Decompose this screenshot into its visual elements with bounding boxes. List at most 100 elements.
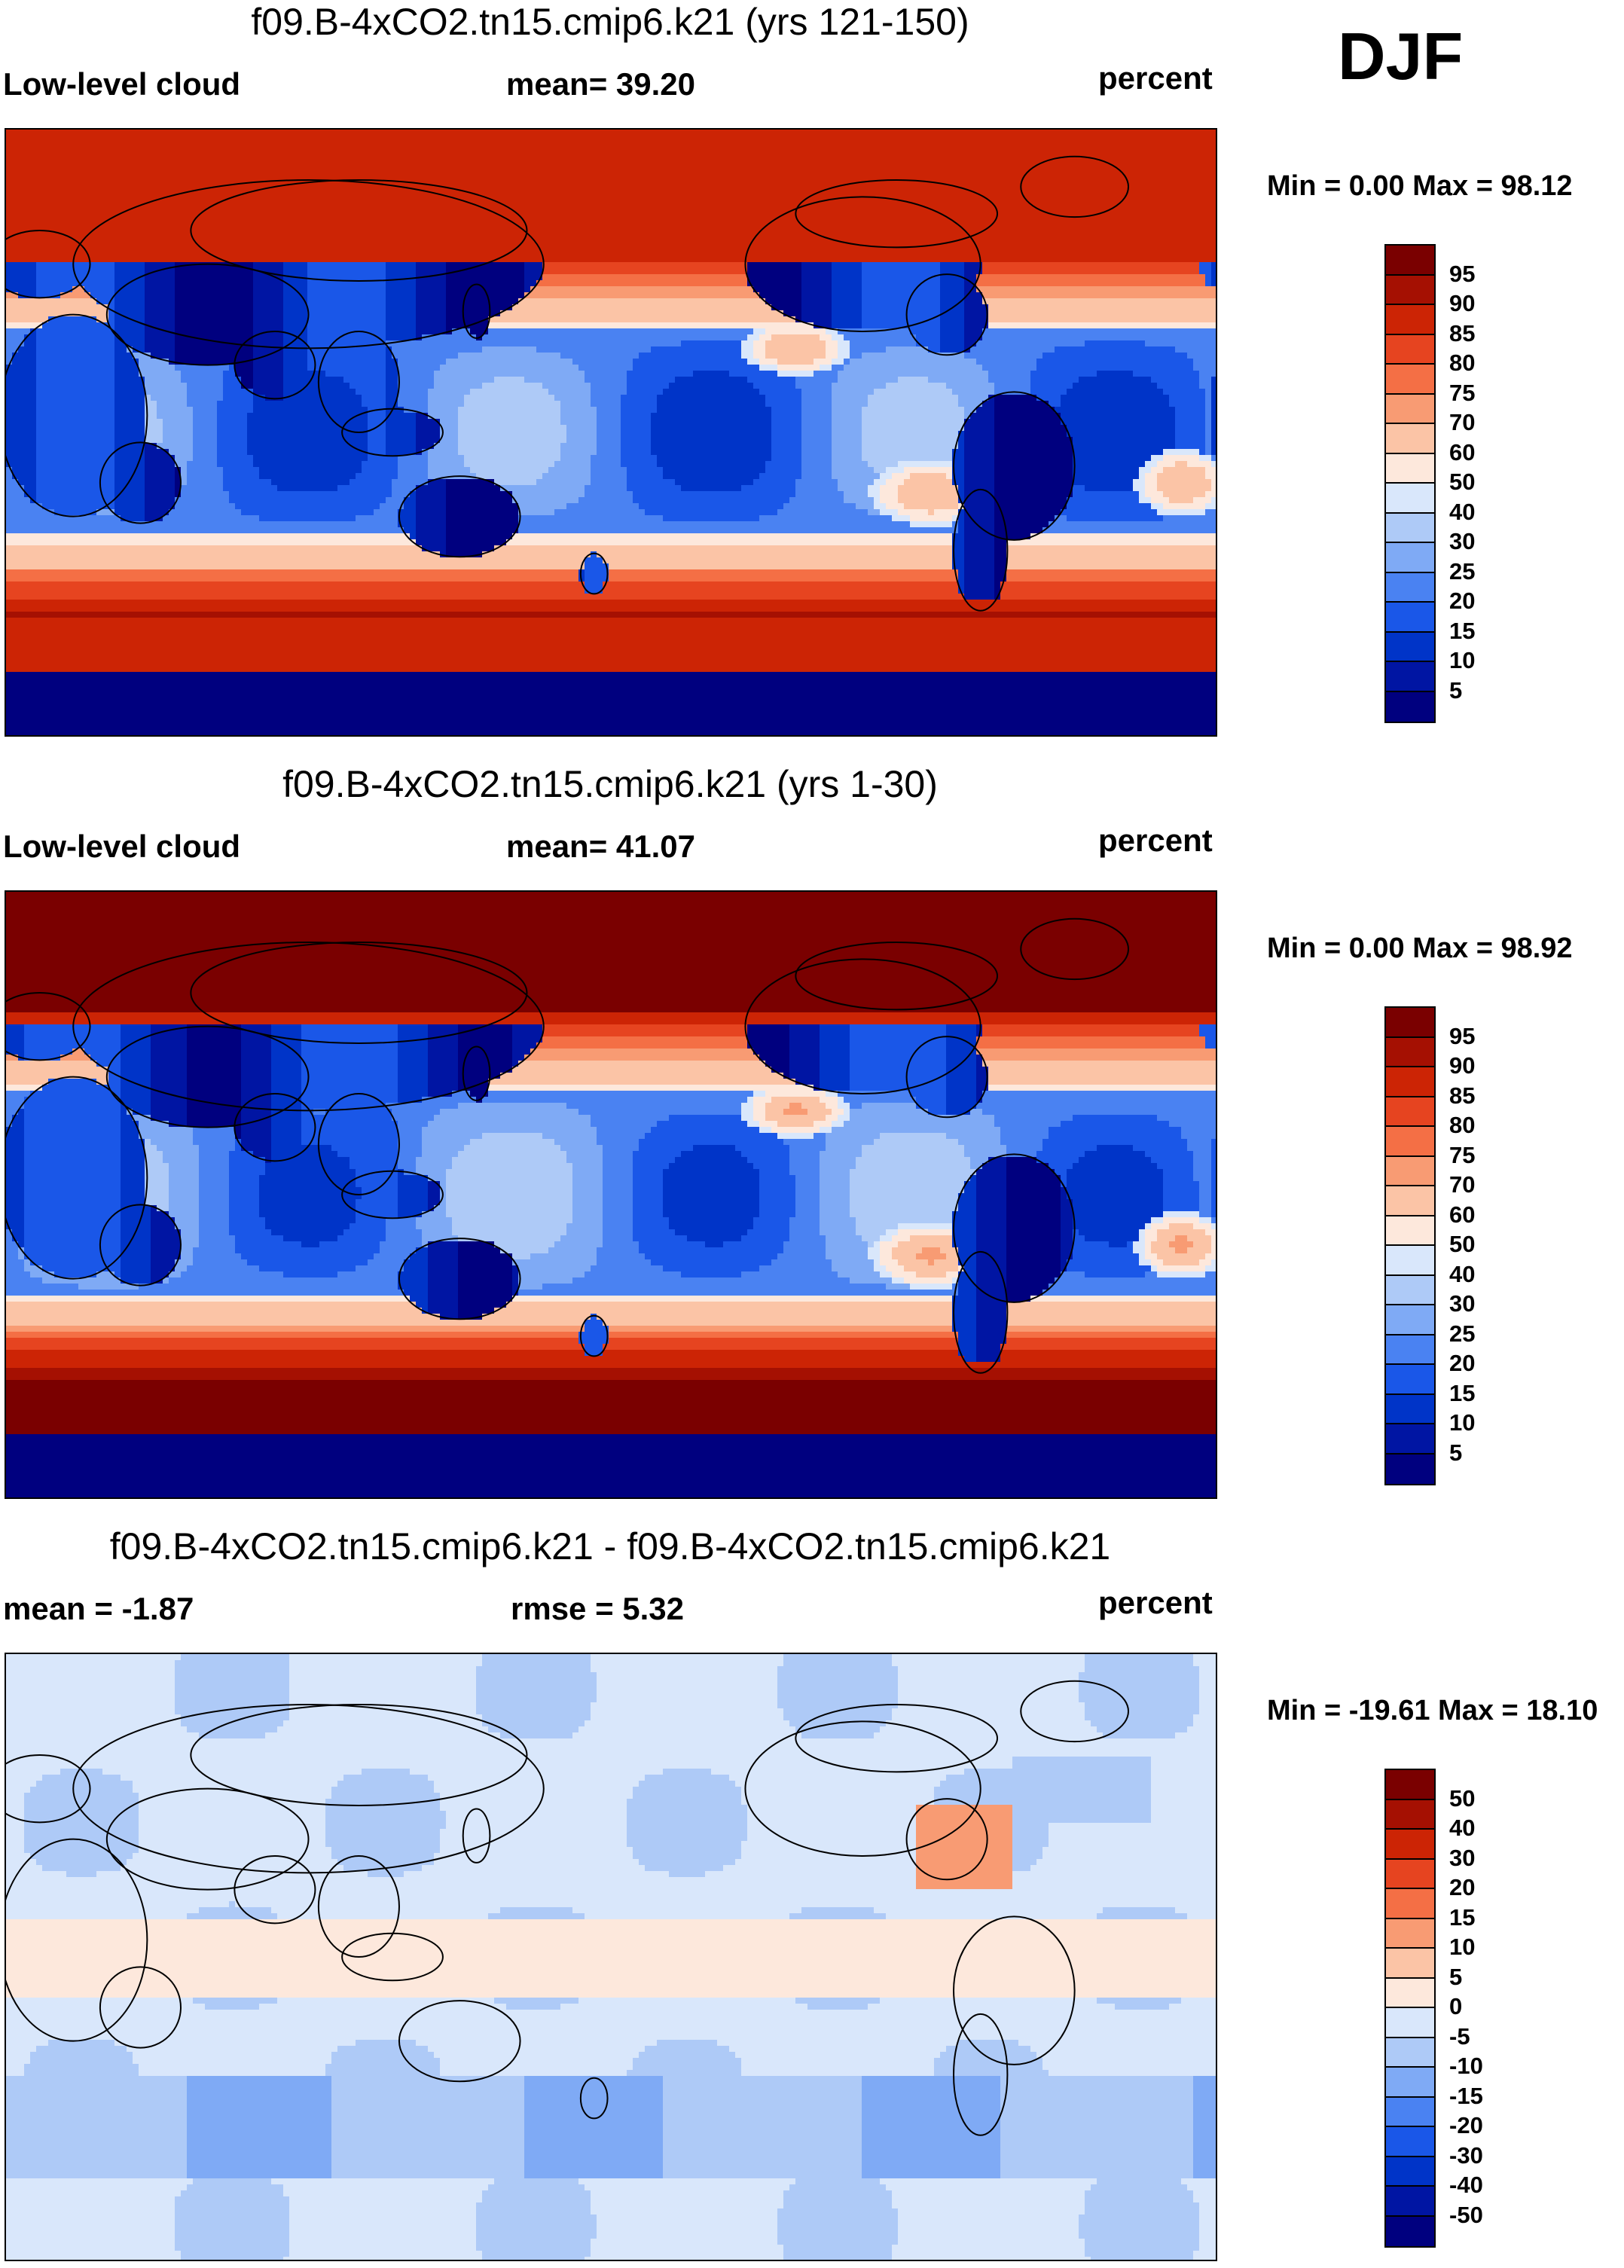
colorbar-level-label: 50 xyxy=(1449,1231,1475,1258)
colorbar-swatch xyxy=(1386,1305,1434,1335)
colorbar-level-label: 50 xyxy=(1449,1785,1475,1812)
colorbar-level-label: -30 xyxy=(1449,2142,1483,2169)
colorbar-swatch xyxy=(1386,1067,1434,1097)
colorbar-level-label: 85 xyxy=(1449,1082,1475,1110)
colorbar-level-label: -50 xyxy=(1449,2202,1483,2229)
colorbar-level-label: 25 xyxy=(1449,1320,1475,1348)
colorbar-swatch xyxy=(1386,543,1434,573)
colorbar-level-label: -20 xyxy=(1449,2112,1483,2139)
colorbar-level-label: 20 xyxy=(1449,1350,1475,1377)
panel-3-units-label: percent xyxy=(1098,1585,1213,1621)
panel-3-mean-label: mean = -1.87 xyxy=(3,1591,194,1627)
colorbar-swatch xyxy=(1386,1216,1434,1247)
colorbar-level-label: 75 xyxy=(1449,1142,1475,1169)
colorbar-swatch xyxy=(1386,1800,1434,1830)
colorbar-boxes xyxy=(1384,1769,1436,2248)
colorbar-level-label: 10 xyxy=(1449,1409,1475,1436)
colorbar-swatch xyxy=(1386,1097,1434,1128)
colorbar-swatch xyxy=(1386,1830,1434,1860)
panel-1-map xyxy=(5,128,1217,737)
colorbar-swatch xyxy=(1386,276,1434,306)
colorbar-swatch xyxy=(1386,633,1434,663)
colorbar-swatch xyxy=(1386,1157,1434,1187)
colorbar-swatch xyxy=(1386,2068,1434,2098)
colorbar-level-label: 60 xyxy=(1449,439,1475,466)
colorbar-level-label: 30 xyxy=(1449,1290,1475,1317)
colorbar-swatch xyxy=(1386,484,1434,514)
colorbar-level-label: 60 xyxy=(1449,1201,1475,1229)
panel-2-colorbar: 95 90 85 80 75 70 60 50 40 30 25 20 15 10 5 xyxy=(1384,1006,1436,1488)
colorbar-level-label: 70 xyxy=(1449,1171,1475,1198)
panel-2-variable-label: Low-level cloud xyxy=(3,829,240,865)
colorbar-swatch xyxy=(1386,1455,1434,1485)
colorbar-swatch xyxy=(1386,1770,1434,1800)
colorbar-level-label: 70 xyxy=(1449,409,1475,436)
colorbar-level-label: 75 xyxy=(1449,380,1475,407)
panel-2-title: f09.B-4xCO2.tn15.cmip6.k21 (yrs 1-30) xyxy=(0,762,1220,806)
colorbar-level-label: 30 xyxy=(1449,1845,1475,1872)
colorbar-level-label: 15 xyxy=(1449,1380,1475,1407)
colorbar-swatch xyxy=(1386,662,1434,692)
colorbar-swatch xyxy=(1386,2157,1434,2187)
panel-1-units-label: percent xyxy=(1098,60,1213,96)
colorbar-level-label: 80 xyxy=(1449,1112,1475,1139)
colorbar-level-label: 5 xyxy=(1449,1964,1462,1991)
colorbar-swatch xyxy=(1386,1860,1434,1890)
panel-3-map xyxy=(5,1653,1217,2261)
colorbar-swatch xyxy=(1386,1919,1434,1949)
panel-1-title: f09.B-4xCO2.tn15.cmip6.k21 (yrs 121-150) xyxy=(0,0,1220,44)
colorbar-level-label: -5 xyxy=(1449,2023,1470,2050)
colorbar-level-label: 10 xyxy=(1449,647,1475,674)
panel-1-min-max: Min = 0.00 Max = 98.12 xyxy=(1267,170,1573,203)
colorbar-swatch xyxy=(1386,1008,1434,1038)
colorbar-level-label: 5 xyxy=(1449,1439,1462,1467)
colorbar-level-label: 40 xyxy=(1449,1261,1475,1288)
colorbar-level-label: 95 xyxy=(1449,261,1475,288)
colorbar-level-label: 20 xyxy=(1449,588,1475,615)
colorbar-swatch xyxy=(1386,1038,1434,1068)
panel-1-variable-label: Low-level cloud xyxy=(3,66,240,102)
colorbar-level-label: -10 xyxy=(1449,2053,1483,2080)
colorbar-level-label: 90 xyxy=(1449,1052,1475,1079)
panel-3-min-max: Min = -19.61 Max = 18.10 xyxy=(1267,1695,1598,1727)
panel-2-map-svg xyxy=(6,892,1216,1497)
colorbar-swatch xyxy=(1386,1276,1434,1306)
colorbar-swatch xyxy=(1386,1246,1434,1276)
colorbar-swatch xyxy=(1386,365,1434,395)
colorbar-swatch xyxy=(1386,2217,1434,2247)
panel-3-title: f09.B-4xCO2.tn15.cmip6.k21 - f09.B-4xCO2… xyxy=(0,1525,1220,1568)
colorbar-level-label: 40 xyxy=(1449,499,1475,526)
panel-2-units-label: percent xyxy=(1098,823,1213,859)
colorbar-level-label: 50 xyxy=(1449,469,1475,496)
colorbar-swatch xyxy=(1386,335,1434,365)
colorbar-level-label: 10 xyxy=(1449,1934,1475,1961)
colorbar-boxes xyxy=(1384,244,1436,723)
season-label: DJF xyxy=(1338,18,1463,95)
colorbar-swatch xyxy=(1386,2098,1434,2128)
colorbar-level-label: 85 xyxy=(1449,320,1475,347)
colorbar-swatch xyxy=(1386,1335,1434,1366)
colorbar-swatch xyxy=(1386,2127,1434,2157)
colorbar-swatch xyxy=(1386,2008,1434,2038)
panel-2-mean-label: mean= 41.07 xyxy=(506,829,695,865)
colorbar-level-label: 80 xyxy=(1449,350,1475,377)
colorbar-level-label: 0 xyxy=(1449,1993,1462,2020)
colorbar-level-label: 15 xyxy=(1449,618,1475,645)
panel-1-map-svg xyxy=(6,130,1216,735)
colorbar-swatch xyxy=(1386,1424,1434,1455)
colorbar-level-label: 5 xyxy=(1449,677,1462,704)
colorbar-level-label: -15 xyxy=(1449,2083,1483,2110)
colorbar-level-label: 90 xyxy=(1449,290,1475,317)
panel-1-colorbar: 95 90 85 80 75 70 60 50 40 30 25 20 15 10 5 xyxy=(1384,244,1436,726)
colorbar-swatch xyxy=(1386,573,1434,603)
colorbar-level-label: 25 xyxy=(1449,558,1475,585)
colorbar-swatch xyxy=(1386,1127,1434,1157)
colorbar-swatch xyxy=(1386,692,1434,722)
colorbar-swatch xyxy=(1386,1979,1434,2009)
colorbar-swatch xyxy=(1386,514,1434,544)
colorbar-swatch xyxy=(1386,1889,1434,1919)
colorbar-level-label: 40 xyxy=(1449,1815,1475,1842)
colorbar-swatch xyxy=(1386,1186,1434,1216)
colorbar-swatch xyxy=(1386,305,1434,335)
colorbar-swatch xyxy=(1386,395,1434,425)
